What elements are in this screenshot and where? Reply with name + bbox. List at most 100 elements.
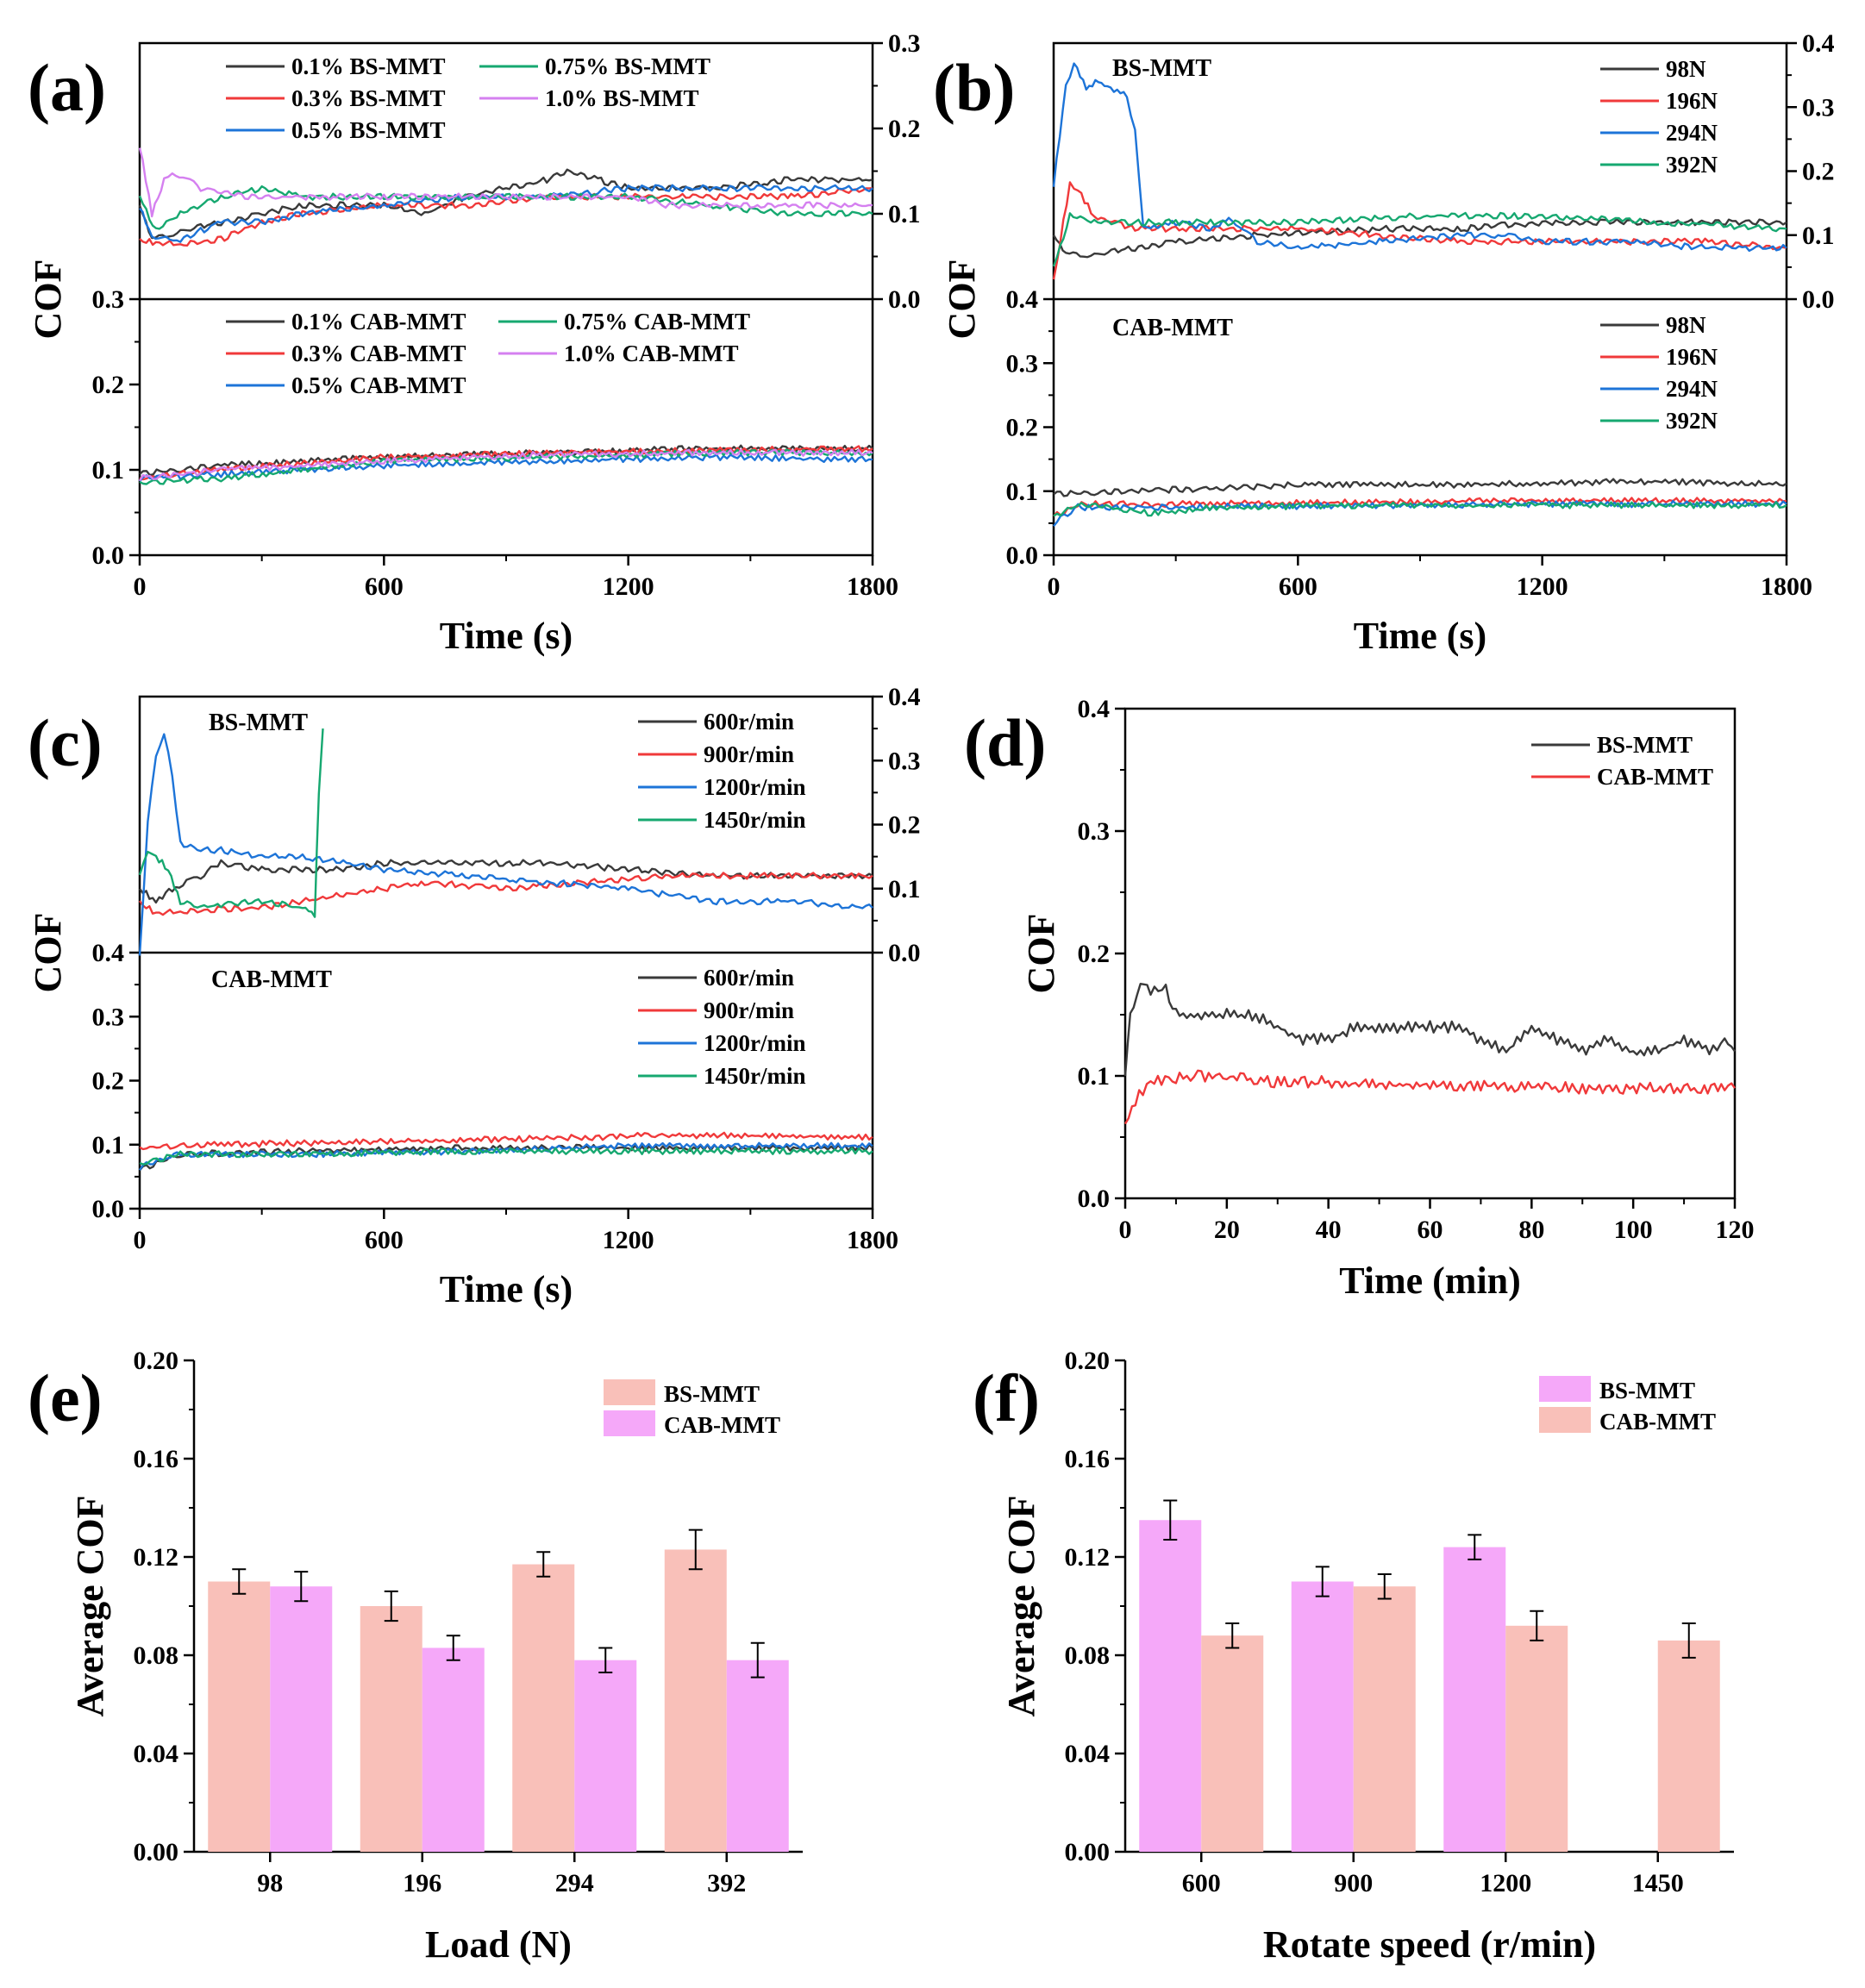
x-axis-label: Load (N): [425, 1923, 572, 1966]
x-tick-label: 392: [707, 1869, 746, 1897]
bar-bs-mmt-600: [1139, 1520, 1202, 1852]
legend-label: 294N: [1666, 376, 1718, 402]
y-tick-label: 0.0: [1006, 541, 1039, 570]
legend-label: 0.75% BS-MMT: [545, 53, 710, 79]
x-tick-label: 1200: [603, 1226, 654, 1254]
x-tick-label: 0: [1048, 572, 1061, 601]
legend-label: 0.5% BS-MMT: [291, 117, 446, 143]
x-tick-label: 600: [1279, 572, 1317, 601]
group-label: BS-MMT: [1112, 55, 1211, 82]
legend-swatch: [604, 1410, 655, 1436]
bar-cab-mmt-1450: [1657, 1640, 1720, 1852]
legend-label: 0.1% BS-MMT: [291, 53, 446, 79]
bar-cab-mmt-196: [422, 1647, 485, 1852]
legend-label: BS-MMT: [664, 1381, 760, 1407]
y-tick-label: 0.0: [1802, 285, 1835, 314]
y-tick-label: 0.1: [1802, 222, 1835, 250]
y-tick-label: 0.2: [888, 115, 921, 143]
y-tick-label: 0.00: [1065, 1838, 1111, 1866]
x-tick-label: 100: [1614, 1216, 1653, 1244]
legend-swatch: [1539, 1407, 1591, 1433]
y-tick-label: 0.04: [134, 1740, 179, 1768]
panel-b: 0.0 0.1 0.2 0.3 0.4 0.0 0.1 0.2 0.3 0.4 0 600 1200 18…: [933, 29, 1835, 657]
x-tick-label: 600: [365, 1226, 404, 1254]
panel-a: 0.0 0.1 0.2 0.3 0.0 0.1 0.2 0.3 0 600 1200 1800 0.1%…: [27, 29, 921, 657]
x-tick-label: 0: [1119, 1216, 1132, 1244]
x-axis-label: Time (s): [1354, 615, 1486, 657]
y-tick-label: 0.3: [1802, 93, 1835, 122]
legend-label: 392N: [1666, 408, 1718, 434]
bar-cab-mmt-1200: [1505, 1625, 1568, 1852]
x-tick-label: 900: [1334, 1869, 1373, 1897]
legend-label: 900r/min: [704, 741, 794, 767]
x-tick-label: 120: [1716, 1216, 1755, 1244]
legend-label: CAB-MMT: [664, 1412, 780, 1438]
y-tick-label: 0.4: [1078, 695, 1111, 723]
y-tick-label: 0.00: [134, 1838, 179, 1866]
y-tick-label: 0.04: [1065, 1740, 1111, 1768]
legend-label: 1.0% CAB-MMT: [564, 341, 738, 366]
y-tick-label: 0.2: [1006, 414, 1039, 442]
x-axis-label: Rotate speed (r/min): [1263, 1923, 1596, 1966]
y-tick-label: 0.4: [1802, 29, 1835, 58]
legend-label: BS-MMT: [1599, 1378, 1695, 1403]
legend-label: 98N: [1666, 56, 1706, 82]
y-tick-label: 0.3: [1006, 349, 1039, 378]
series-line-1: [1123, 1069, 1736, 1125]
y-tick-label: 0.16: [1065, 1445, 1111, 1473]
y-tick-label: 0.1: [888, 200, 921, 228]
bar-bs-mmt-900: [1291, 1581, 1354, 1852]
legend-label: 0.3% CAB-MMT: [291, 341, 466, 366]
x-tick-label: 600: [365, 572, 404, 601]
x-tick-label: 1200: [1517, 572, 1568, 601]
legend-label: 98N: [1666, 312, 1706, 338]
x-tick-label: 0: [134, 1226, 147, 1254]
bar-cab-mmt-600: [1201, 1635, 1264, 1852]
bar-bs-mmt-392: [664, 1549, 727, 1852]
legend-label: CAB-MMT: [1597, 764, 1713, 790]
x-tick-label: 1800: [847, 572, 898, 601]
y-tick-label: 0.16: [134, 1445, 179, 1473]
y-tick-label: 0.3: [92, 285, 125, 314]
x-tick-label: 196: [403, 1869, 441, 1897]
x-tick-label: 1450: [1632, 1869, 1684, 1897]
panel-label: (b): [933, 50, 1015, 125]
legend-label: 1200r/min: [704, 1030, 806, 1056]
y-tick-label: 0.0: [888, 285, 921, 314]
y-tick-label: 0.12: [1065, 1543, 1111, 1572]
x-tick-label: 60: [1418, 1216, 1443, 1244]
legend-label: 392N: [1666, 152, 1718, 178]
y-tick-label: 0.12: [134, 1543, 179, 1572]
legend-label: 0.75% CAB-MMT: [564, 309, 750, 334]
y-axis-label: COF: [941, 259, 983, 340]
legend-label: 0.3% BS-MMT: [291, 85, 446, 111]
series-line-2: [139, 184, 873, 243]
series-line-0: [1053, 478, 1787, 497]
y-tick-label: 0.2: [1802, 158, 1835, 186]
series-line-0: [139, 859, 873, 904]
x-tick-label: 40: [1316, 1216, 1342, 1244]
series-line-1: [139, 1131, 873, 1151]
y-tick-label: 0.1: [92, 1131, 125, 1160]
series-line-1: [1053, 497, 1787, 517]
series-line-2: [138, 733, 873, 956]
series-line-4: [138, 448, 873, 482]
y-tick-label: 0.2: [92, 1067, 125, 1096]
legend-label: 1.0% BS-MMT: [545, 85, 699, 111]
legend-label: 900r/min: [704, 997, 794, 1023]
x-tick-label: 1800: [847, 1226, 898, 1254]
series-line-3: [1053, 501, 1787, 517]
x-tick-label: 600: [1182, 1869, 1221, 1897]
series-line-4: [138, 147, 873, 218]
y-tick-label: 0.0: [92, 1195, 125, 1223]
x-tick-label: 20: [1214, 1216, 1240, 1244]
bar-cab-mmt-900: [1353, 1586, 1416, 1852]
y-axis-label: Average COF: [1000, 1496, 1042, 1717]
legend-label: 196N: [1666, 88, 1718, 114]
y-tick-label: 0.20: [1065, 1347, 1111, 1375]
legend-label: 0.5% CAB-MMT: [291, 372, 466, 398]
y-tick-label: 0.1: [92, 456, 125, 484]
x-tick-label: 294: [555, 1869, 594, 1897]
y-tick-label: 0.1: [888, 875, 921, 903]
panel-c: 0.0 0.1 0.2 0.3 0.4 0.0 0.1 0.2 0.3 0.4 0 600 1200 18…: [27, 683, 921, 1310]
